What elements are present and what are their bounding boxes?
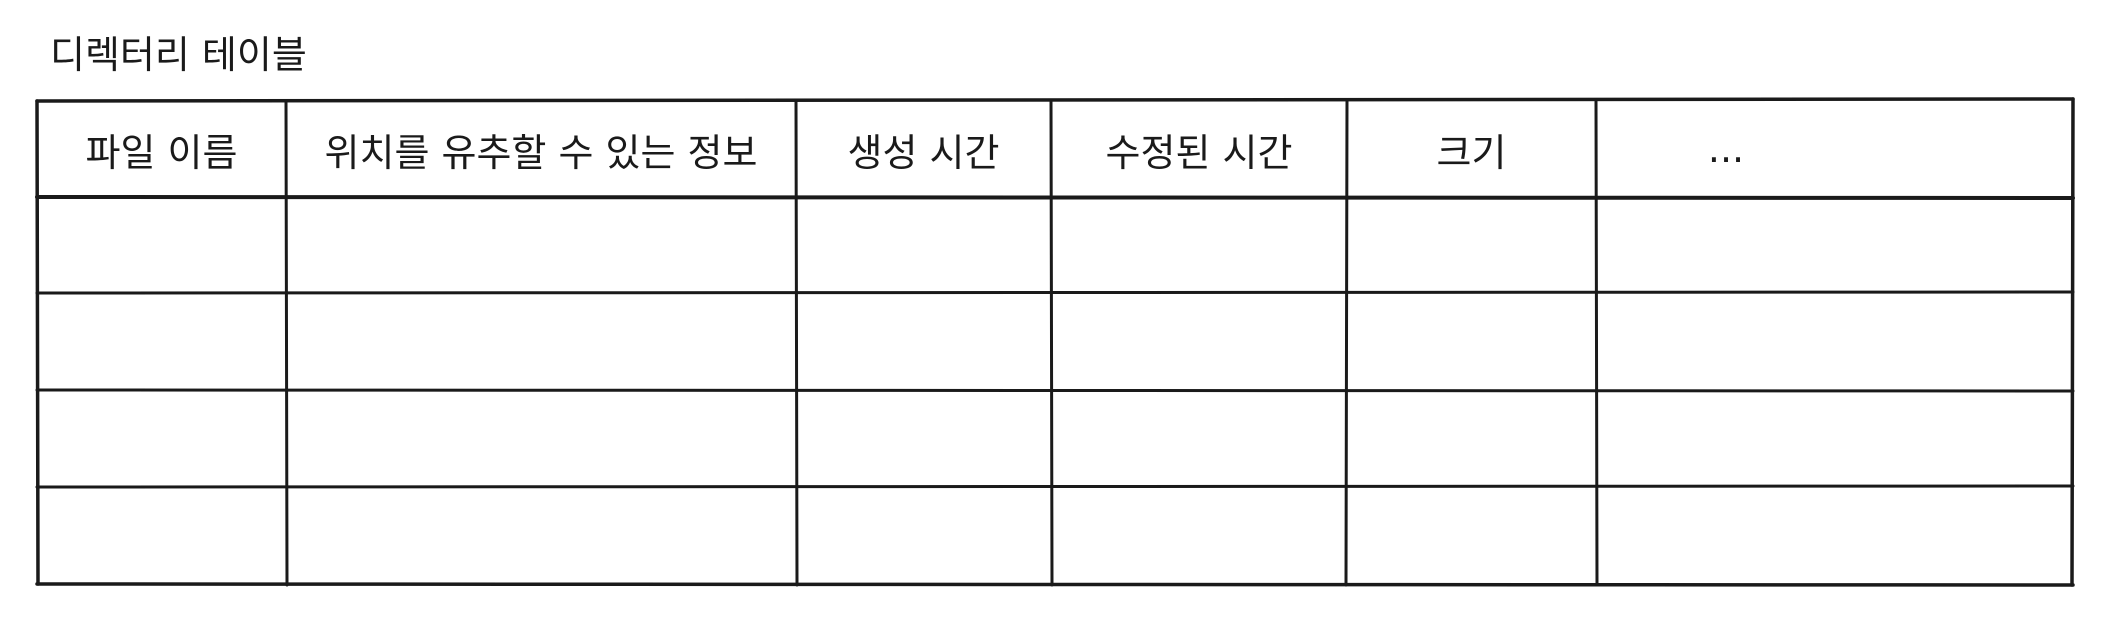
column-line-5 bbox=[1594, 98, 1599, 587]
column-line-4 bbox=[1344, 98, 1349, 587]
header-file-name: 파일 이름 bbox=[85, 130, 238, 175]
column-line-2 bbox=[794, 98, 799, 587]
row-line-3 bbox=[35, 388, 2075, 393]
header-size: 크기 bbox=[1436, 130, 1507, 175]
header-location-info: 위치를 유추할 수 있는 정보 bbox=[324, 130, 758, 175]
column-line-3 bbox=[1049, 98, 1054, 587]
table-border-right bbox=[2070, 97, 2075, 587]
column-line-1 bbox=[284, 99, 289, 587]
row-line-4 bbox=[35, 484, 2075, 489]
header-created-time: 생성 시간 bbox=[847, 130, 1000, 175]
header-modified-time: 수정된 시간 bbox=[1105, 130, 1293, 175]
row-line-2 bbox=[35, 290, 2075, 295]
table-border-bottom bbox=[35, 582, 2075, 587]
diagram-title: 디렉터리 테이블 bbox=[50, 33, 307, 77]
table-border-left bbox=[35, 99, 40, 586]
row-line-1 bbox=[35, 195, 2075, 200]
table-border-top bbox=[35, 97, 2075, 103]
header-more: ... bbox=[1707, 127, 1745, 171]
